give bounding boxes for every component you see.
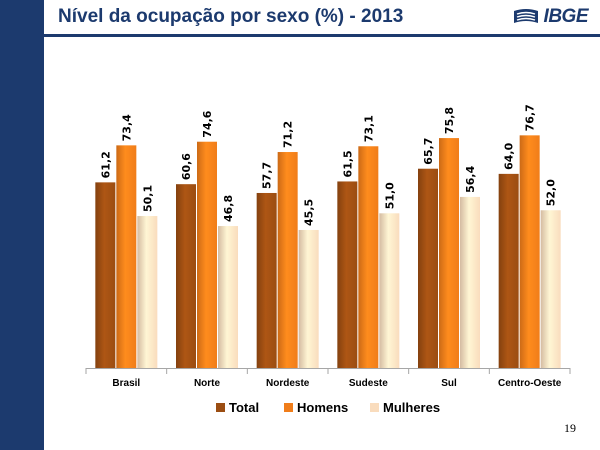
data-label: 75,8	[443, 107, 456, 134]
bar-homens-sul	[439, 138, 459, 368]
data-label: 65,7	[422, 138, 435, 165]
data-label: 50,1	[141, 185, 154, 212]
legend-swatch-mulheres	[370, 403, 379, 412]
data-label: 61,2	[99, 151, 112, 178]
data-label: 71,2	[282, 121, 295, 148]
legend-label-mulheres: Mulheres	[383, 400, 440, 415]
x-tick-label: Centro-Oeste	[498, 378, 562, 389]
bar-total-sul	[418, 168, 438, 368]
data-label: 46,8	[222, 195, 235, 222]
bar-mulheres-centro-oeste	[540, 210, 561, 368]
x-tick-label: Sul	[441, 378, 457, 389]
data-label: 52,0	[545, 179, 558, 206]
data-label: 74,6	[201, 110, 214, 137]
data-label: 51,0	[383, 182, 396, 209]
data-label: 56,4	[464, 165, 477, 192]
slide-title: Nível da ocupação por sexo (%) - 2013	[58, 6, 404, 27]
bar-homens-nordeste	[277, 152, 298, 368]
bar-homens-norte	[197, 141, 217, 368]
legend-label-total: Total	[229, 400, 259, 415]
x-tick-label: Norte	[194, 378, 221, 389]
bar-homens-centro-oeste	[519, 135, 540, 368]
data-label: 45,5	[303, 199, 316, 226]
data-label: 60,6	[180, 153, 193, 180]
bar-mulheres-norte	[218, 226, 238, 368]
bar-mulheres-brasil	[137, 216, 158, 368]
x-tick-label: Sudeste	[349, 378, 388, 389]
bar-mulheres-sul	[460, 196, 480, 368]
ibge-logo-text: IBGE	[543, 6, 589, 27]
bar-homens-sudeste	[358, 146, 379, 368]
bar-total-norte	[176, 184, 196, 368]
bar-total-brasil	[95, 182, 116, 368]
x-tick-label: Nordeste	[266, 378, 310, 389]
left-sidebar-band	[0, 0, 44, 450]
x-tick-label: Brasil	[112, 378, 140, 389]
data-label: 73,1	[362, 115, 375, 142]
ibge-logo: IBGE	[511, 6, 589, 28]
bar-mulheres-sudeste	[379, 213, 400, 368]
page-number: 19	[564, 421, 576, 435]
legend-swatch-homens	[284, 403, 293, 412]
title-bar: Nível da ocupação por sexo (%) - 2013 IB…	[44, 0, 600, 37]
legend-label-homens: Homens	[297, 400, 348, 415]
bar-mulheres-nordeste	[298, 229, 319, 368]
legend-swatch-total	[216, 403, 225, 412]
bar-homens-brasil	[116, 145, 137, 368]
bar-total-nordeste	[256, 192, 277, 368]
data-label: 61,5	[341, 150, 354, 177]
data-label: 57,7	[261, 162, 274, 189]
bar-total-centro-oeste	[498, 173, 519, 368]
ibge-logo-icon	[513, 9, 538, 23]
data-label: 76,7	[524, 104, 537, 131]
bar-total-sudeste	[337, 181, 358, 368]
data-label: 64,0	[503, 142, 516, 169]
data-label: 73,4	[120, 114, 133, 141]
